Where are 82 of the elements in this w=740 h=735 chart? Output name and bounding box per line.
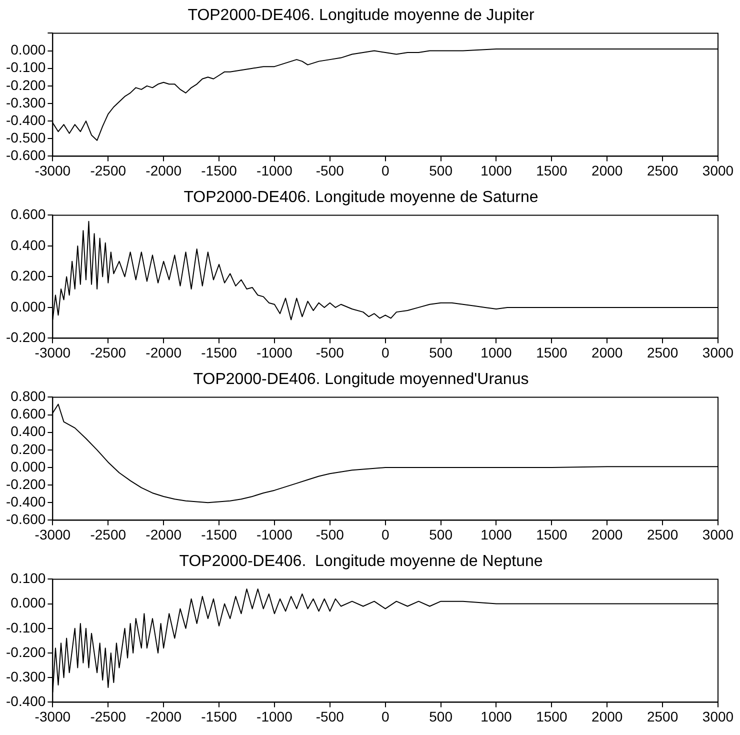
y-tick-label: 0.000 bbox=[10, 298, 46, 314]
y-tick-label: 0.000 bbox=[10, 458, 46, 474]
y-tick-label: -0.600 bbox=[6, 147, 46, 164]
y-tick-label: -0.200 bbox=[6, 76, 46, 93]
x-tick-label: 3000 bbox=[702, 708, 734, 724]
x-tick-label: -2000 bbox=[146, 526, 182, 542]
x-tick-label: 2500 bbox=[646, 526, 678, 542]
x-tick-label: -1000 bbox=[256, 162, 293, 178]
x-tick-label: -2000 bbox=[146, 162, 182, 178]
x-tick-label: -500 bbox=[316, 344, 344, 360]
x-tick-label: -3000 bbox=[34, 162, 71, 178]
x-tick-label: 3000 bbox=[702, 526, 734, 542]
y-tick-label: -0.200 bbox=[6, 476, 46, 492]
x-tick-label: 500 bbox=[429, 526, 453, 542]
x-tick-label: -2500 bbox=[90, 162, 126, 178]
y-tick-label: -0.400 bbox=[6, 493, 46, 510]
x-tick-label: -1500 bbox=[201, 344, 238, 360]
x-tick-label: 1500 bbox=[536, 708, 568, 724]
x-tick-label: 2000 bbox=[592, 162, 623, 178]
x-tick-label: 1500 bbox=[536, 162, 568, 178]
x-tick-label: 0 bbox=[381, 526, 390, 542]
y-tick-label: 0.400 bbox=[10, 236, 46, 253]
x-tick-label: 2000 bbox=[592, 708, 623, 724]
y-tick-label: -0.400 bbox=[6, 693, 46, 710]
x-tick-label: 0 bbox=[381, 344, 390, 360]
y-tick-label: 0.100 bbox=[10, 570, 46, 586]
chart-title: TOP2000-DE406. Longitude moyenned'Uranus bbox=[193, 371, 529, 388]
x-tick-label: 1000 bbox=[480, 526, 512, 542]
x-tick-label: -2000 bbox=[146, 708, 182, 724]
x-tick-label: 0 bbox=[381, 162, 390, 178]
y-tick-label: 0.200 bbox=[10, 268, 46, 284]
x-tick-label: 3000 bbox=[702, 344, 734, 360]
y-tick-label: -0.300 bbox=[6, 668, 46, 684]
x-tick-label: 2000 bbox=[592, 526, 623, 542]
x-tick-label: 500 bbox=[429, 344, 453, 360]
y-tick-label: 0.200 bbox=[10, 440, 46, 457]
y-tick-label: -0.100 bbox=[6, 619, 46, 636]
x-tick-label: 1000 bbox=[480, 162, 512, 178]
x-tick-label: -1500 bbox=[201, 708, 238, 724]
x-tick-label: -3000 bbox=[34, 708, 71, 724]
x-tick-label: 1500 bbox=[536, 526, 568, 542]
x-tick-label: -2500 bbox=[90, 526, 126, 542]
y-tick-label: -0.300 bbox=[6, 94, 46, 110]
y-tick-label: -0.500 bbox=[6, 129, 46, 146]
y-tick-label: 0.600 bbox=[10, 206, 46, 222]
x-tick-label: 2500 bbox=[646, 344, 678, 360]
x-tick-label: -2500 bbox=[90, 344, 126, 360]
y-tick-label: -0.200 bbox=[6, 329, 46, 346]
x-tick-label: 1000 bbox=[480, 708, 512, 724]
x-tick-label: 500 bbox=[429, 162, 453, 178]
x-tick-label: -3000 bbox=[34, 344, 71, 360]
x-tick-label: 1500 bbox=[536, 344, 568, 360]
x-tick-label: 2500 bbox=[646, 162, 678, 178]
x-tick-label: -500 bbox=[316, 526, 344, 542]
chart-title: TOP2000-DE406. Longitude moyenne de Jupiter bbox=[188, 7, 535, 24]
y-tick-label: 0.800 bbox=[10, 388, 46, 404]
y-tick-label: 0.000 bbox=[10, 42, 46, 58]
x-tick-label: 0 bbox=[381, 708, 390, 724]
x-tick-label: -500 bbox=[316, 162, 344, 178]
y-tick-label: -0.600 bbox=[6, 511, 46, 528]
x-tick-label: 3000 bbox=[702, 162, 734, 178]
x-tick-label: -1000 bbox=[256, 344, 293, 360]
y-tick-label: 0.000 bbox=[10, 594, 46, 611]
x-tick-label: 2500 bbox=[646, 708, 678, 724]
x-tick-label: -3000 bbox=[34, 526, 71, 542]
x-tick-label: -2500 bbox=[90, 708, 126, 724]
y-tick-label: 0.400 bbox=[10, 423, 46, 440]
x-tick-label: -500 bbox=[316, 708, 344, 724]
x-tick-label: -1500 bbox=[201, 526, 238, 542]
x-tick-label: -1500 bbox=[201, 162, 238, 178]
x-tick-label: -1000 bbox=[256, 526, 293, 542]
y-tick-label: -0.400 bbox=[6, 112, 46, 128]
chart-title: TOP2000-DE406. Longitude moyenne de Neptune bbox=[179, 553, 543, 570]
y-tick-label: -0.200 bbox=[6, 644, 46, 660]
x-tick-label: 1000 bbox=[480, 344, 512, 360]
x-tick-label: 500 bbox=[429, 708, 453, 724]
x-tick-label: -1000 bbox=[256, 708, 293, 724]
y-tick-label: -0.100 bbox=[6, 59, 46, 76]
x-tick-label: -2000 bbox=[146, 344, 182, 360]
y-tick-label: 0.600 bbox=[10, 406, 46, 422]
chart-title: TOP2000-DE406. Longitude moyenne de Saturne bbox=[184, 189, 538, 206]
x-tick-label: 2000 bbox=[592, 344, 623, 360]
